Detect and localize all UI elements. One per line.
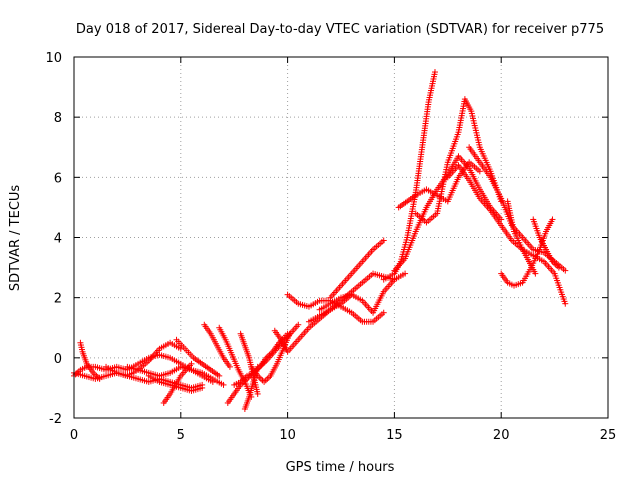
data-point (532, 270, 539, 277)
chart-title: Day 018 of 2017, Sidereal Day-to-day VTE… (76, 22, 604, 37)
data-point (476, 168, 483, 175)
plot-frame (73, 56, 609, 419)
data-point (562, 300, 569, 307)
data-series (466, 144, 569, 274)
x-tick-label: 25 (600, 428, 617, 443)
data-series (444, 162, 569, 307)
data-point (380, 237, 387, 244)
y-axis-label: SDTVAR / TECUs (8, 185, 23, 292)
data-point (402, 270, 409, 277)
data-point (380, 309, 387, 316)
data-point (286, 330, 293, 337)
data-series (231, 321, 302, 388)
grid (74, 57, 608, 418)
data-series (412, 96, 505, 226)
x-tick-label: 0 (70, 428, 78, 443)
data-point (295, 321, 302, 328)
data-series (380, 69, 438, 283)
y-tick-label: 4 (54, 232, 62, 247)
x-tick-label: 20 (493, 428, 510, 443)
y-tick-label: 6 (54, 171, 62, 186)
data-point (216, 372, 223, 379)
data-point (254, 363, 261, 370)
axis-ticks: 0 5 10 15 20 25 -2 0 2 4 6 8 10 (45, 51, 616, 443)
data-point (226, 363, 233, 370)
data-series (173, 336, 223, 379)
data-point (220, 381, 227, 388)
data-series (327, 237, 387, 301)
x-tick-label: 15 (386, 428, 403, 443)
data-series (395, 159, 483, 211)
data-point (555, 264, 562, 271)
y-tick-label: 0 (54, 352, 62, 367)
data-series (391, 153, 505, 274)
y-tick-label: 10 (45, 51, 62, 66)
data-point (96, 375, 103, 382)
data-point (562, 267, 569, 274)
y-tick-label: 8 (54, 111, 62, 126)
data-series (201, 321, 233, 370)
data-series (145, 372, 206, 394)
data-point (549, 216, 556, 223)
data-series (498, 216, 556, 289)
data-series (284, 291, 387, 325)
data-point (199, 384, 206, 391)
x-tick-label: 10 (279, 428, 296, 443)
x-axis-label: GPS time / hours (286, 460, 395, 475)
data-point (188, 360, 195, 367)
y-tick-label: -2 (49, 412, 62, 427)
data-point (431, 69, 438, 76)
data-series (216, 324, 255, 400)
y-tick-label: 2 (54, 292, 62, 307)
data-series (530, 216, 562, 271)
data-series (77, 339, 103, 382)
data-point (254, 390, 261, 397)
data-points (71, 69, 569, 412)
data-series (316, 270, 409, 316)
data-series (160, 360, 195, 406)
x-tick-label: 5 (177, 428, 185, 443)
